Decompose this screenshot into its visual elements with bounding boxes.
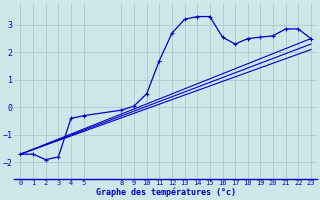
X-axis label: Graphe des températures (°c): Graphe des températures (°c) (96, 188, 236, 197)
